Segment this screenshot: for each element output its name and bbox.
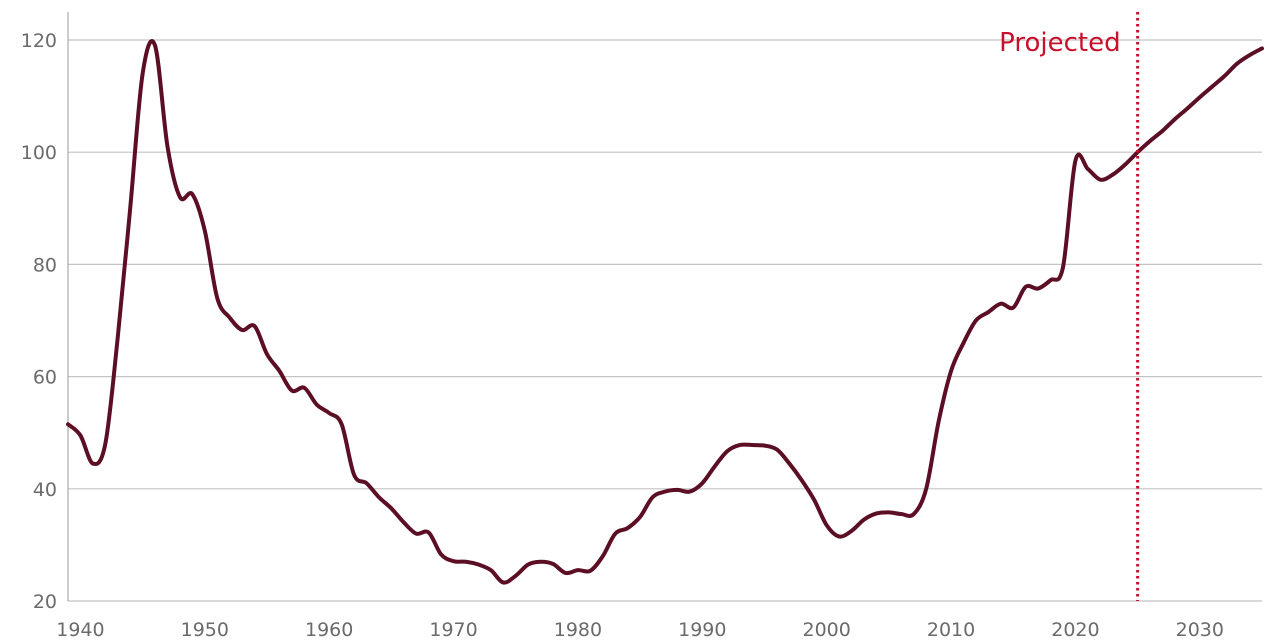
y-tick-label: 120 <box>21 30 57 52</box>
series-line-0 <box>66 39 1264 585</box>
x-tick-label: 1980 <box>554 619 602 640</box>
x-tick-label: 1990 <box>678 619 726 640</box>
series-layer <box>66 39 1264 585</box>
y-axis-ticks: 20 40 60 80 100 120 <box>21 30 57 613</box>
y-tick-label: 100 <box>21 142 57 164</box>
y-tick-label: 20 <box>33 591 57 613</box>
x-tick-label: 1940 <box>56 619 104 640</box>
y-tick-label: 40 <box>33 479 57 501</box>
y-tick-label: 80 <box>33 254 57 276</box>
x-tick-label: 2010 <box>927 619 975 640</box>
projection-label: Projected <box>999 28 1120 58</box>
x-tick-label: 2020 <box>1051 619 1099 640</box>
annotation-layer: Projected <box>999 12 1140 601</box>
gridlines <box>68 39 1262 602</box>
x-tick-label: 1960 <box>305 619 353 640</box>
x-axis-ticks: 1940 1950 1960 1970 1980 1990 2000 2010 2020 2030 <box>56 619 1224 640</box>
x-tick-label: 1970 <box>429 619 477 640</box>
x-tick-label: 1950 <box>181 619 229 640</box>
x-tick-label: 2000 <box>803 619 851 640</box>
y-tick-label: 60 <box>33 367 57 389</box>
x-tick-label: 2030 <box>1176 619 1224 640</box>
